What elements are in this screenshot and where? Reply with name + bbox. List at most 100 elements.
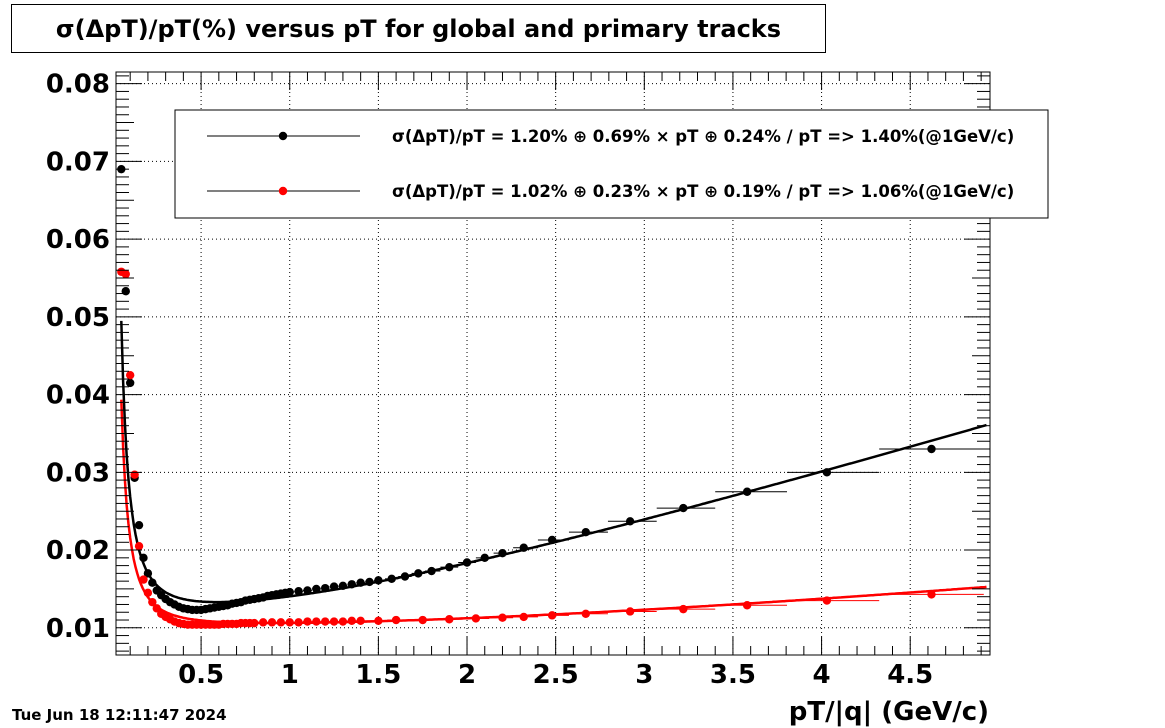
legend-marker-global	[278, 131, 288, 141]
data-point	[498, 613, 507, 622]
data-point	[143, 588, 153, 598]
data-point	[356, 578, 365, 587]
data-point	[329, 582, 339, 591]
data-point	[125, 370, 135, 380]
data-point	[414, 569, 423, 578]
y-tick-label: 0.05	[46, 303, 110, 333]
data-point	[445, 562, 454, 572]
data-point	[338, 617, 348, 626]
x-tick-label: 3.5	[710, 660, 756, 690]
series-primary	[117, 267, 987, 629]
data-point	[547, 535, 557, 545]
x-tick-label: 4.5	[887, 660, 933, 690]
data-point	[294, 618, 303, 627]
legend-label-primary: σ(ΔpT)/pT = 1.02% ⊕ 0.23% × pT ⊕ 0.19% /…	[392, 182, 1014, 201]
legend-label-global: σ(ΔpT)/pT = 1.20% ⊕ 0.69% × pT ⊕ 0.24% /…	[392, 127, 1014, 146]
chart-title-box: σ(ΔpT)/pT(%) versus pT for global and pr…	[11, 4, 826, 53]
x-tick-label: 2	[458, 660, 476, 690]
data-point	[547, 611, 557, 620]
data-point	[822, 596, 832, 605]
data-point	[148, 578, 157, 587]
data-point	[625, 517, 635, 526]
y-tick-label: 0.07	[46, 147, 110, 177]
data-point	[320, 583, 330, 593]
data-point	[365, 577, 374, 587]
series-layer	[117, 164, 987, 629]
data-point	[320, 617, 330, 626]
data-point	[374, 616, 383, 625]
data-point	[471, 614, 481, 623]
data-point	[347, 616, 356, 625]
y-tick-label: 0.04	[46, 381, 110, 411]
data-point	[519, 543, 528, 552]
data-point	[742, 601, 752, 610]
x-axis-label: pT/|q| (GeV/c)	[788, 697, 989, 727]
x-tick-label: 1.5	[355, 660, 401, 690]
data-point	[625, 607, 635, 616]
fit-curve-primary	[120, 399, 987, 625]
data-point	[130, 470, 139, 479]
x-tick-label: 2.5	[533, 660, 579, 690]
y-tick-label: 0.08	[46, 70, 110, 100]
data-point	[258, 618, 268, 627]
data-point	[391, 615, 401, 625]
data-point	[250, 618, 259, 628]
data-point	[303, 586, 312, 595]
data-point	[134, 520, 144, 530]
data-point	[356, 616, 365, 625]
data-point	[121, 269, 130, 279]
chart-title: σ(ΔpT)/pT(%) versus pT for global and pr…	[55, 14, 782, 43]
data-point	[927, 444, 936, 454]
series-global	[117, 164, 987, 615]
y-tick-label: 0.02	[46, 536, 110, 566]
x-tick-label: 0.5	[178, 660, 224, 690]
data-point	[418, 615, 427, 625]
data-point	[462, 558, 472, 567]
data-point	[338, 581, 348, 591]
data-point	[427, 566, 436, 576]
data-point	[139, 575, 148, 584]
data-point	[927, 590, 936, 599]
data-point	[742, 487, 752, 496]
data-point	[125, 378, 135, 388]
data-point	[276, 618, 286, 627]
x-tick-label: 1	[281, 660, 299, 690]
fit-curve-global	[120, 320, 987, 604]
data-point	[347, 580, 356, 589]
data-point	[400, 572, 410, 581]
data-point	[312, 584, 321, 594]
legend-box	[174, 109, 1049, 219]
tick-layer: 0.5 1 1.5 2 2.5 3 3.5 4 4.5 0.01 0.02 0.03 0.04 0.05 0…	[46, 70, 990, 690]
data-point	[143, 569, 153, 578]
data-point	[267, 618, 277, 627]
data-point	[679, 604, 688, 614]
data-point	[285, 587, 294, 597]
data-point	[498, 548, 507, 558]
data-point	[445, 615, 454, 624]
data-point	[480, 553, 489, 563]
data-point	[374, 576, 383, 585]
legend: σ(ΔpT)/pT = 1.20% ⊕ 0.69% × pT ⊕ 0.24% /…	[174, 109, 1049, 219]
timestamp: Tue Jun 18 12:11:47 2024	[12, 706, 227, 724]
data-point	[581, 527, 590, 537]
data-point	[387, 574, 396, 584]
data-point	[519, 612, 528, 622]
data-point	[303, 617, 312, 626]
data-point	[139, 553, 148, 563]
y-tick-label: 0.03	[46, 458, 110, 488]
data-point	[679, 503, 688, 513]
data-point	[121, 287, 130, 296]
data-point	[329, 617, 339, 626]
data-point	[134, 541, 144, 551]
data-point	[312, 617, 321, 626]
data-point	[822, 468, 832, 477]
y-tick-label: 0.06	[46, 225, 110, 255]
data-point	[294, 587, 303, 596]
x-tick-label: 3	[635, 660, 653, 690]
y-tick-label: 0.01	[46, 614, 110, 644]
data-point	[285, 618, 294, 627]
data-point	[148, 597, 157, 607]
legend-marker-primary	[278, 186, 288, 196]
x-tick-label: 4	[813, 660, 831, 690]
